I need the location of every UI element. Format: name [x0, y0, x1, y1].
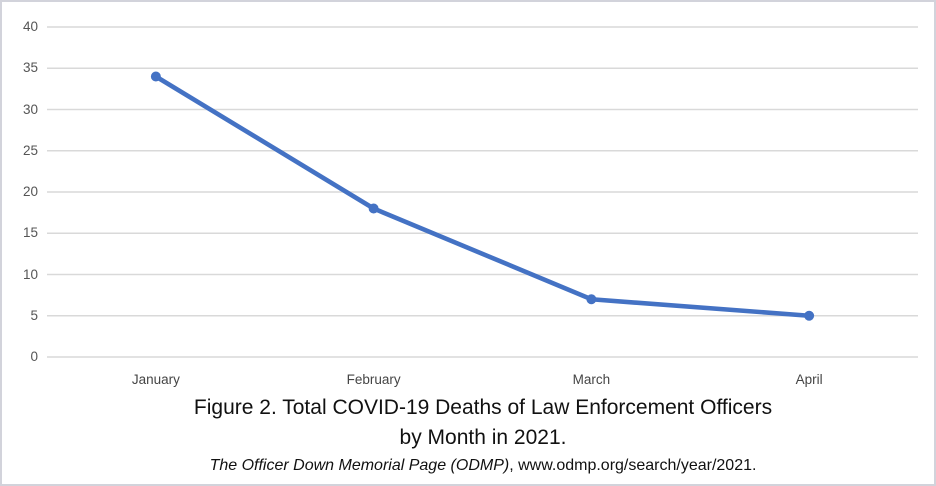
y-tick-label: 25	[22, 142, 38, 158]
figure-caption: Figure 2. Total COVID-19 Deaths of Law E…	[2, 393, 934, 477]
y-tick-label: 35	[22, 60, 38, 76]
x-tick-label-february: February	[346, 372, 401, 387]
y-tick-label: 20	[22, 184, 38, 199]
series-line	[153, 74, 812, 319]
data-point-january	[150, 71, 161, 82]
y-tick-label: 10	[22, 266, 38, 282]
y-tick-label: 0	[30, 349, 38, 364]
x-tick-label-april: April	[795, 372, 823, 387]
data-point-march	[586, 294, 597, 305]
data-point-february	[368, 203, 379, 214]
y-tick-label: 15	[22, 225, 38, 241]
x-tick-label-march: March	[572, 372, 611, 387]
source-url: , www.odmp.org/search/year/2021.	[509, 457, 757, 474]
figure-title-line-1: Figure 2. Total COVID-19 Deaths of Law E…	[193, 396, 773, 419]
y-tick-label: 30	[22, 101, 38, 117]
x-tick-label-january: January	[131, 372, 180, 387]
source-name: The Officer Down Memorial Page (ODMP)	[209, 457, 510, 474]
figure-source: The Officer Down Memorial Page (ODMP), w…	[32, 454, 934, 477]
y-tick-label: 5	[30, 307, 38, 323]
figure-title-line-2: by Month in 2021.	[399, 426, 567, 449]
data-point-april	[804, 310, 815, 321]
y-tick-label: 40	[22, 19, 38, 34]
